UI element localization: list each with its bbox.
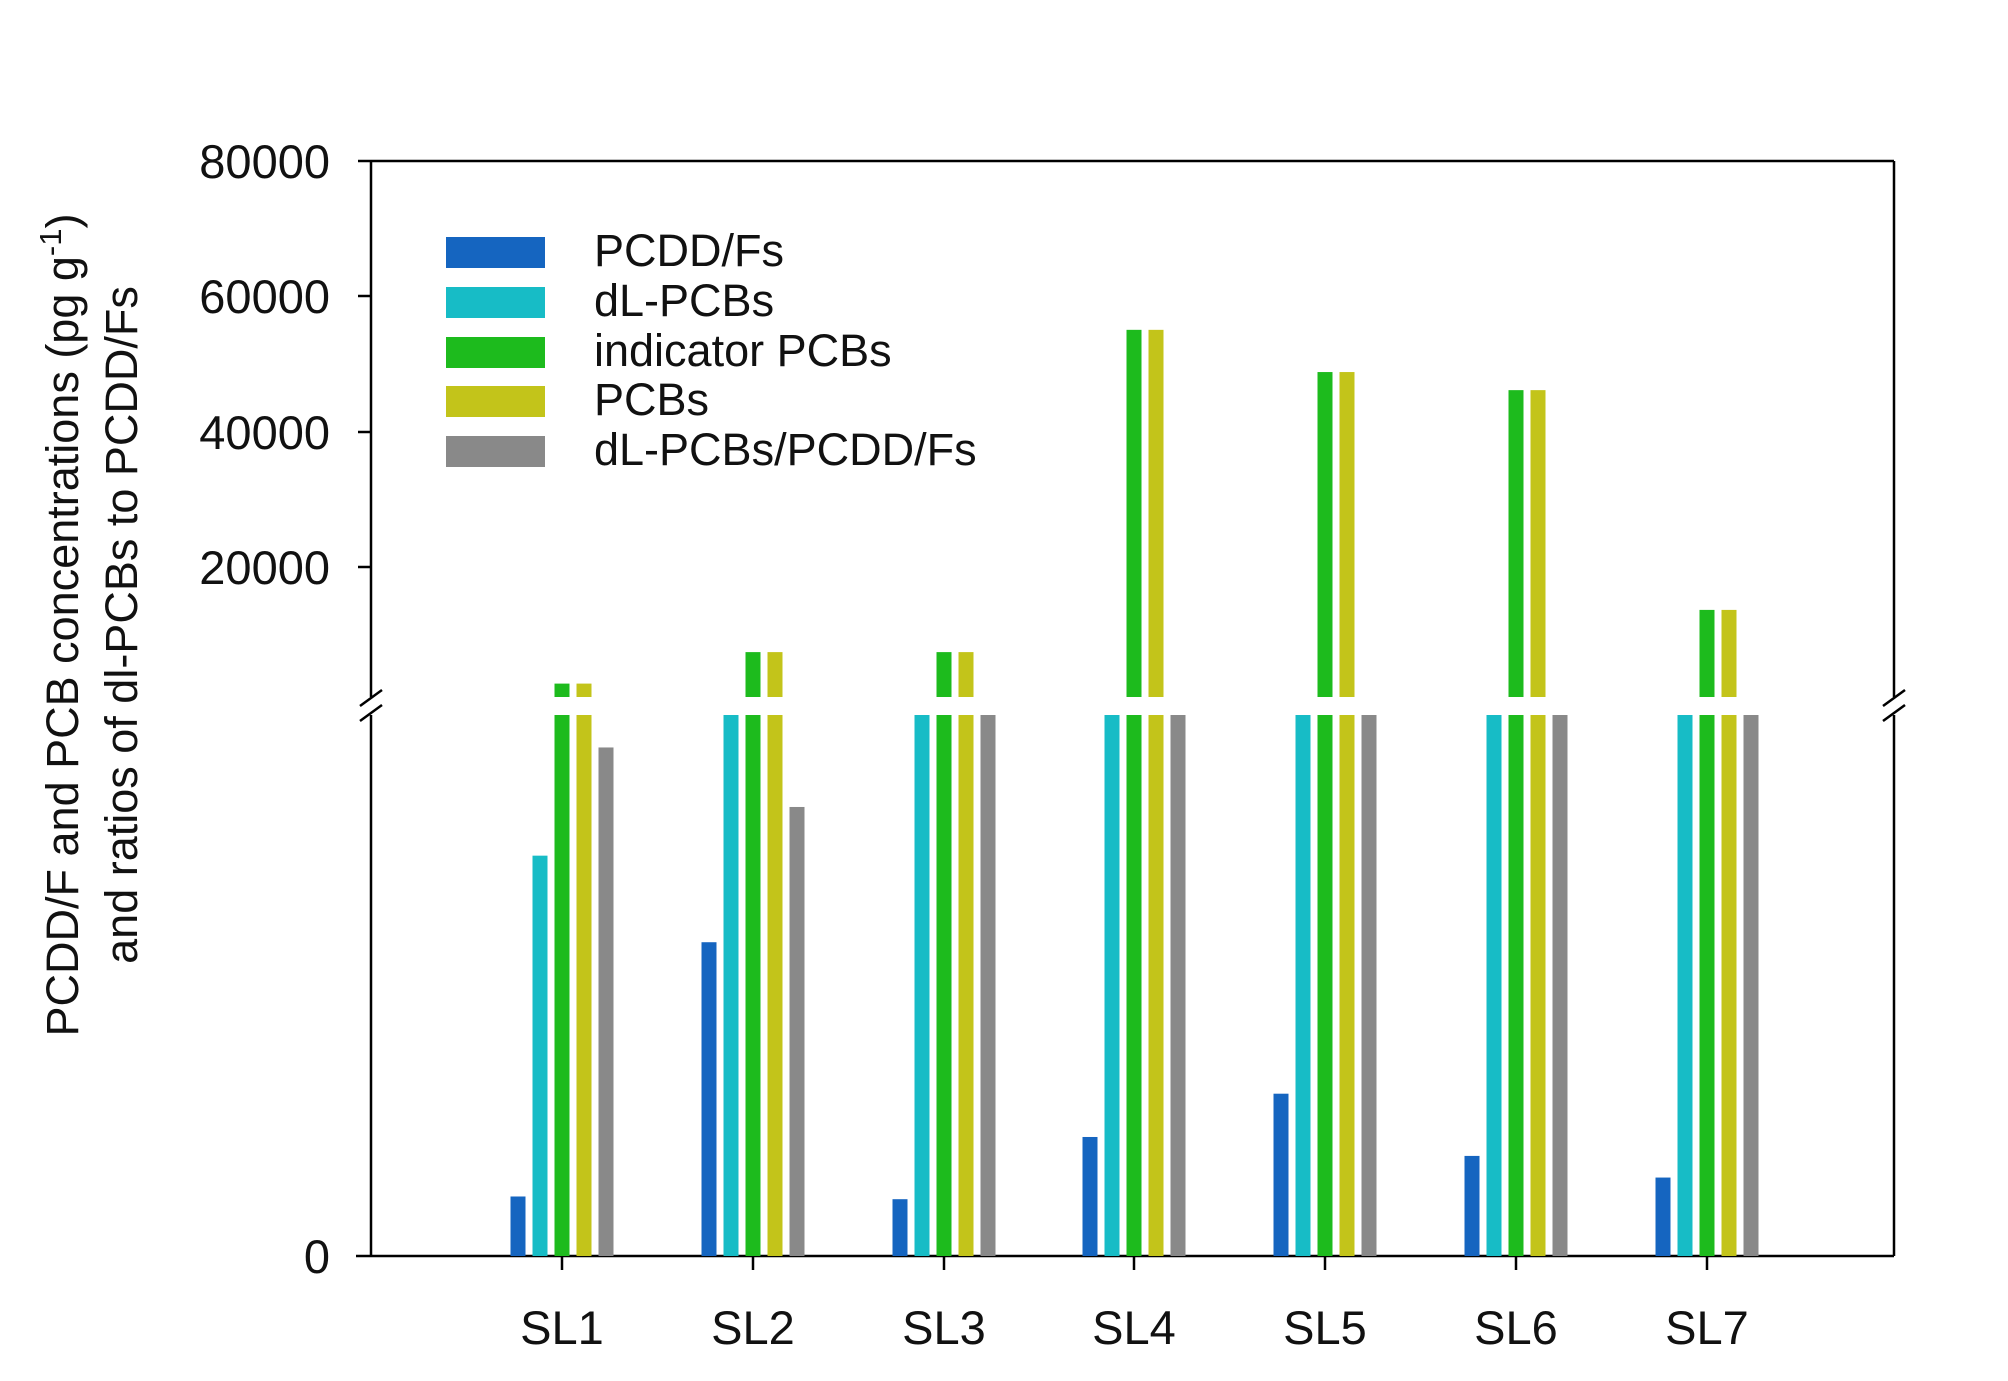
legend-label-ratio: dL-PCBs/PCDD/Fs [594,424,977,475]
bar-indicator-pcbs-sl1 [554,715,570,1256]
legend-swatch-dl-pcbs [446,287,545,318]
bar-dl-pcbs-pcdd-fs-sl7 [1743,715,1759,1256]
y-axis-title-superscript: -1 [33,229,68,257]
bar-upper-pcbs-sl2 [767,652,783,697]
bar-dl-pcbs-pcdd-fs-sl5 [1361,715,1377,1256]
bar-upper-pcbs-sl4 [1148,329,1164,697]
x-tick-label-sl6: SL6 [1474,1301,1558,1354]
bar-upper-pcbs-sl7 [1721,609,1737,697]
bar-dl-pcbs-pcdd-fs-sl4 [1170,715,1186,1256]
axis-break-mark-right-bottom [1882,703,1906,723]
bar-upper-indicator-pcbs-sl4 [1126,329,1142,697]
bar-indicator-pcbs-sl5 [1317,715,1333,1256]
y-tick-label-20000: 20000 [199,541,330,594]
bar-upper-indicator-pcbs-sl1 [554,683,570,697]
bar-dl-pcbs-sl5 [1295,715,1311,1256]
y-axis-title-line1: PCDD/F and PCB concentrations (pg g [37,256,88,1036]
bar-pcbs-sl6 [1530,715,1546,1256]
y-axis-title: PCDD/F and PCB concentrations (pg g-1) [33,214,89,1037]
y-axis: 80000 60000 40000 20000 0 [199,135,371,1283]
bar-dl-pcbs-sl7 [1677,715,1693,1256]
y-tick-label-60000: 60000 [199,270,330,323]
legend: PCDD/Fs dL-PCBs indicator PCBs PCBs dL-P… [446,225,977,475]
bar-upper-pcbs-sl5 [1339,372,1355,697]
bar-dl-pcbs-sl1 [532,855,548,1256]
bar-upper-indicator-pcbs-sl2 [745,652,761,697]
bar-pcbs-sl3 [958,715,974,1256]
bar-upper-pcbs-sl3 [958,652,974,697]
bar-pcdd-fs-sl3 [892,1199,908,1256]
bar-dl-pcbs-pcdd-fs-sl6 [1552,715,1568,1256]
bar-indicator-pcbs-sl7 [1699,715,1715,1256]
y-axis-title-line1-end: ) [37,214,88,229]
bar-pcbs-sl5 [1339,715,1355,1256]
bar-indicator-pcbs-sl3 [936,715,952,1256]
bar-upper-pcbs-sl6 [1530,390,1546,697]
bar-pcdd-fs-sl7 [1655,1177,1671,1256]
bar-pcdd-fs-sl5 [1273,1093,1289,1256]
legend-swatch-pcdd-fs [446,237,545,268]
bar-upper-pcbs-sl1 [576,683,592,697]
bar-pcbs-sl1 [576,715,592,1256]
bar-dl-pcbs-sl2 [723,715,739,1256]
bar-pcbs-sl4 [1148,715,1164,1256]
bar-upper-indicator-pcbs-sl5 [1317,372,1333,697]
bar-upper-indicator-pcbs-sl3 [936,652,952,697]
legend-label-pcdd-fs: PCDD/Fs [594,225,784,276]
x-tick-label-sl2: SL2 [711,1301,795,1354]
axis-break-mark-left-top [359,688,383,708]
bar-indicator-pcbs-sl6 [1508,715,1524,1256]
bar-series-group [510,329,1759,1256]
bar-dl-pcbs-sl4 [1104,715,1120,1256]
bar-dl-pcbs-sl6 [1486,715,1502,1256]
bar-indicator-pcbs-sl4 [1126,715,1142,1256]
bar-pcdd-fs-sl6 [1464,1155,1480,1256]
bar-pcdd-fs-sl2 [701,942,717,1256]
legend-swatch-pcbs [446,386,545,417]
x-tick-label-sl1: SL1 [520,1301,604,1354]
axis-break-mark-left-bottom [359,703,383,723]
y-tick-label-0: 0 [304,1230,330,1283]
bar-pcbs-sl2 [767,715,783,1256]
bar-upper-indicator-pcbs-sl6 [1508,390,1524,697]
y-tick-label-80000: 80000 [199,135,330,188]
bar-dl-pcbs-sl3 [914,715,930,1256]
bar-pcdd-fs-sl1 [510,1196,526,1256]
bar-dl-pcbs-pcdd-fs-sl2 [789,806,805,1256]
y-axis-title-line2: and ratios of dl-PCBs to PCDD/Fs [96,286,147,964]
legend-label-dl-pcbs: dL-PCBs [594,275,774,326]
bar-pcdd-fs-sl4 [1082,1136,1098,1256]
x-axis: SL1 SL2 SL3 SL4 SL5 SL6 SL7 [520,1256,1749,1354]
bar-dl-pcbs-pcdd-fs-sl3 [980,715,996,1256]
legend-label-indicator-pcbs: indicator PCBs [594,325,892,376]
x-tick-label-sl5: SL5 [1283,1301,1367,1354]
legend-swatch-indicator-pcbs [446,337,545,368]
legend-label-pcbs: PCBs [594,374,709,425]
x-tick-label-sl3: SL3 [902,1301,986,1354]
bar-indicator-pcbs-sl2 [745,715,761,1256]
bar-pcbs-sl7 [1721,715,1737,1256]
y-tick-label-40000: 40000 [199,406,330,459]
x-tick-label-sl4: SL4 [1092,1301,1176,1354]
bar-upper-indicator-pcbs-sl7 [1699,609,1715,697]
x-tick-label-sl7: SL7 [1665,1301,1749,1354]
legend-swatch-ratio [446,436,545,467]
bar-dl-pcbs-pcdd-fs-sl1 [598,747,614,1256]
axis-break-mark-right-top [1882,688,1906,708]
